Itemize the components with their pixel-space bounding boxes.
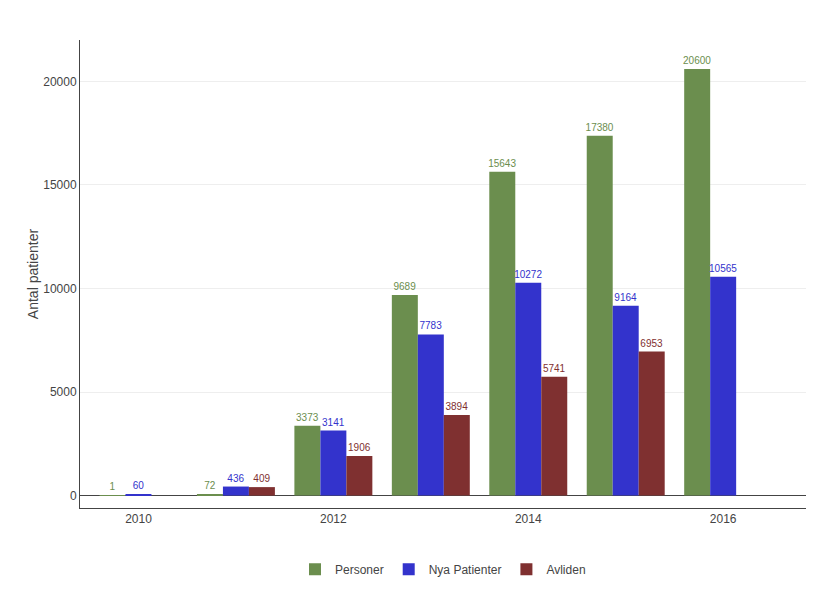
svg-text:5000: 5000 <box>50 385 77 399</box>
svg-text:1: 1 <box>109 481 115 492</box>
svg-text:2014: 2014 <box>515 512 542 526</box>
svg-text:2016: 2016 <box>710 512 737 526</box>
svg-text:436: 436 <box>227 473 244 484</box>
svg-text:3894: 3894 <box>445 401 468 412</box>
svg-text:15000: 15000 <box>43 178 77 192</box>
svg-text:2012: 2012 <box>320 512 347 526</box>
svg-text:20600: 20600 <box>683 55 711 66</box>
svg-text:9689: 9689 <box>393 281 416 292</box>
svg-text:6953: 6953 <box>640 338 663 349</box>
svg-text:7783: 7783 <box>419 320 442 331</box>
svg-text:20000: 20000 <box>43 75 77 89</box>
svg-text:5741: 5741 <box>543 363 566 374</box>
svg-text:17380: 17380 <box>586 122 614 133</box>
svg-text:Personer: Personer <box>335 563 384 577</box>
svg-text:0: 0 <box>70 489 77 503</box>
svg-text:1906: 1906 <box>348 442 371 453</box>
svg-text:3373: 3373 <box>296 412 319 423</box>
svg-text:10000: 10000 <box>43 282 77 296</box>
svg-text:72: 72 <box>204 480 216 491</box>
svg-text:15643: 15643 <box>488 158 516 169</box>
svg-text:60: 60 <box>133 480 145 491</box>
svg-text:2010: 2010 <box>125 512 152 526</box>
svg-text:409: 409 <box>253 473 270 484</box>
svg-text:Avliden: Avliden <box>546 563 585 577</box>
svg-text:10272: 10272 <box>514 269 542 280</box>
svg-text:Nya Patienter: Nya Patienter <box>429 563 502 577</box>
svg-text:9164: 9164 <box>614 292 637 303</box>
svg-text:Antal patienter: Antal patienter <box>25 229 41 320</box>
svg-text:10565: 10565 <box>709 263 737 274</box>
svg-text:3141: 3141 <box>322 417 345 428</box>
